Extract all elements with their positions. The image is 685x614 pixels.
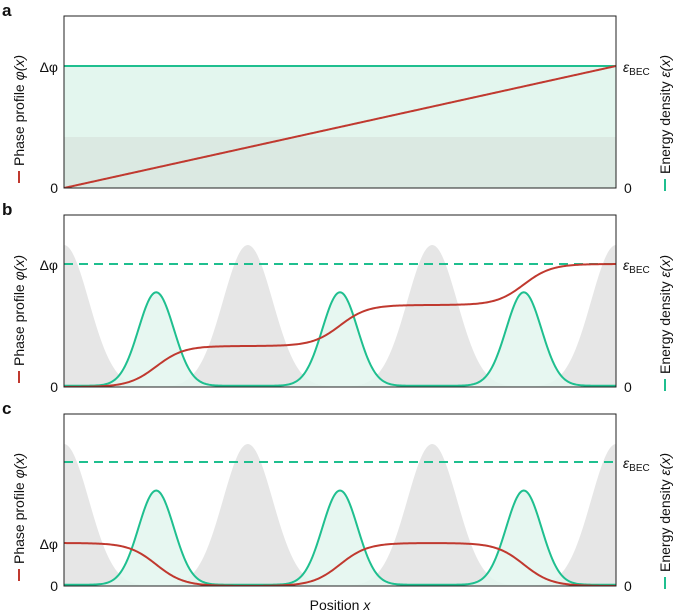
panel-inner [64,65,616,188]
panel-a-energy-label-text: Energy density [657,78,673,175]
panel-b-right-tick-ebec: εBEC [623,257,650,276]
phase-profile-curve [64,263,616,387]
energy-density-curve [64,291,616,387]
phase-profile-curve [64,65,616,188]
x-axis-label-text: Position [310,597,364,613]
panel-c-left-tick-dphi: Δφ [40,536,58,552]
panel-a-frame [63,15,617,189]
panel-c-left-tick-0: 0 [50,578,58,594]
energy-fill-area [64,292,616,387]
panel-c-energy-label: Energy density ε(x) [657,453,673,572]
panel-c-phase-label: Phase profile φ(x) [11,453,27,564]
panel-c-phase-label-var: φ(x) [11,453,27,478]
panel-b-right-tick-0: 0 [624,379,632,395]
panel-c-left-axis-label: Phase profile φ(x) [11,453,27,581]
panel-a-energy-label-var: ε(x) [657,55,673,77]
panel-a-phase-label: Phase profile φ(x) [11,55,27,166]
panel-c: c Δφ 0 εBEC 0 Phase profile φ(x) Energy … [2,399,673,594]
panel-b-frame [63,214,617,388]
panel-letter-b: b [2,200,12,219]
panel-a-right-tick-0: 0 [624,180,632,196]
panel-a-bec-subscript: BEC [629,67,650,78]
panel-b-left-tick-0: 0 [50,379,58,395]
panel-a-left-tick-dphi: Δφ [40,59,58,75]
panel-c-right-tick-ebec: εBEC [623,455,650,474]
panel-c-phase-label-text: Phase profile [11,478,27,564]
panel-a-left-tick-0: 0 [50,180,58,196]
panel-b-phase-label: Phase profile φ(x) [11,255,27,366]
panel-a-energy-label: Energy density ε(x) [657,55,673,174]
panel-a-phase-label-var: φ(x) [11,55,27,80]
panel-b-energy-label-text: Energy density [657,278,673,375]
panel-b-phase-label-var: φ(x) [11,255,27,280]
panel-a-phase-label-text: Phase profile [11,80,27,166]
panel-c-epsilon: ε [623,455,630,471]
panel-a-epsilon: ε [623,59,630,75]
panel-c-energy-label-var: ε(x) [657,453,673,475]
panel-b-energy-label: Energy density ε(x) [657,255,673,374]
panel-c-right-axis-label: Energy density ε(x) [657,453,673,589]
x-axis-label: Position x [310,597,372,613]
panel-b-epsilon: ε [623,257,630,273]
panel-a-right-axis-label: Energy density ε(x) [657,55,673,191]
uniform-potential-band [64,137,616,188]
panel-b-bec-subscript: BEC [629,265,650,276]
panel-b: b Δφ 0 εBEC 0 Phase profile φ(x) Energy … [2,200,673,395]
panel-a-right-tick-ebec: εBEC [623,59,650,78]
panel-c-right-tick-0: 0 [624,578,632,594]
phase-profile-curve [64,542,616,586]
panel-b-left-tick-dphi: Δφ [40,257,58,273]
panel-c-energy-label-text: Energy density [657,476,673,573]
panel-b-phase-label-text: Phase profile [11,280,27,366]
panel-letter-c: c [2,399,11,418]
panel-b-plot [64,245,616,387]
panel-a: a Δφ 0 εBEC 0 Phase profile φ(x) Energy … [2,1,673,196]
panel-c-bec-subscript: BEC [629,463,650,474]
panel-c-plot [64,444,616,586]
x-axis-label-var: x [362,597,371,613]
panel-inner [64,444,616,586]
panel-c-frame [63,413,617,587]
panel-a-left-axis-label: Phase profile φ(x) [11,55,27,183]
panel-inner [64,245,616,387]
panel-b-left-axis-label: Phase profile φ(x) [11,255,27,383]
panel-b-energy-label-var: ε(x) [657,255,673,277]
panel-b-right-axis-label: Energy density ε(x) [657,255,673,391]
panel-a-plot [64,65,616,188]
panel-letter-a: a [2,1,12,20]
energy-density-curve [64,489,616,586]
energy-fill-area [64,490,616,586]
